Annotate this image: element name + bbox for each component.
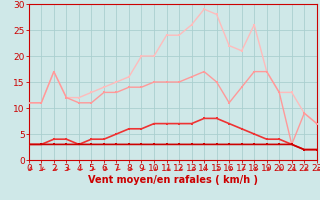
X-axis label: Vent moyen/en rafales ( km/h ): Vent moyen/en rafales ( km/h )	[88, 175, 258, 185]
